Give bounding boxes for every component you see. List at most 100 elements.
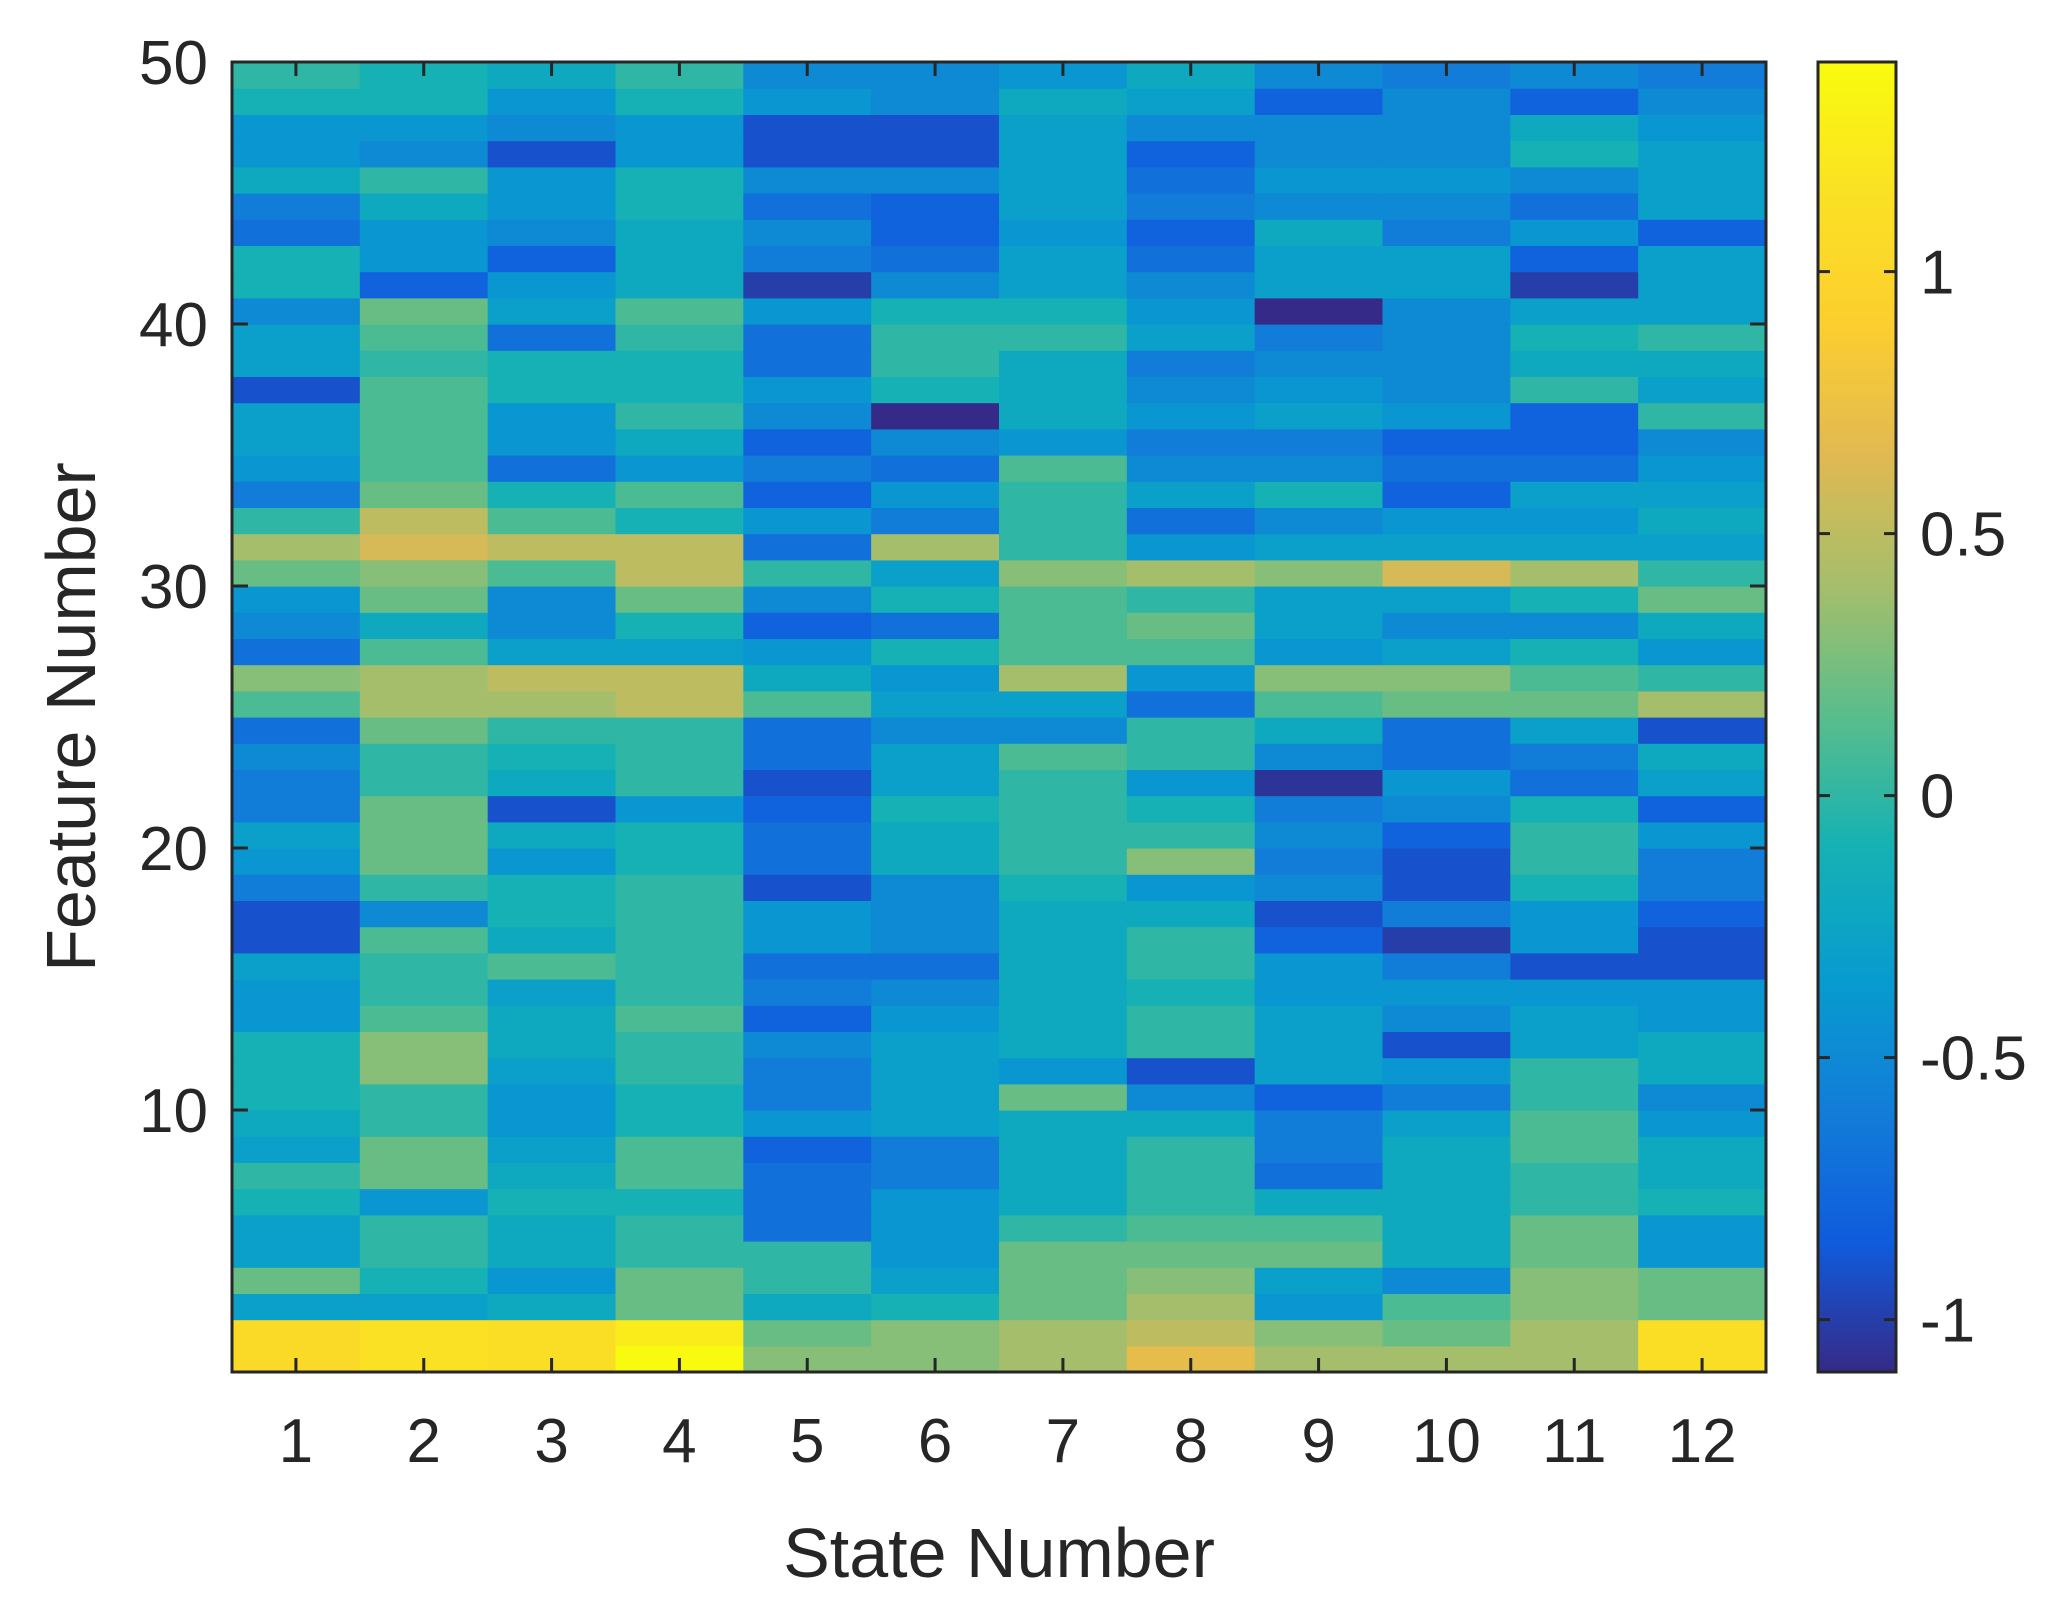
heatmap-cell: [1254, 1031, 1384, 1059]
heatmap-cell: [743, 1319, 872, 1347]
heatmap-cell: [1254, 507, 1384, 535]
heatmap-cell: [232, 717, 361, 744]
heatmap-cell: [487, 1267, 617, 1294]
heatmap-cell: [232, 1319, 361, 1347]
heatmap-cell: [1382, 402, 1511, 430]
heatmap-cell: [232, 193, 361, 220]
heatmap-cell: [999, 743, 1128, 770]
heatmap-cell: [1638, 926, 1767, 954]
heatmap-cell: [999, 559, 1128, 587]
heatmap-cell: [999, 1136, 1128, 1163]
heatmap-cell: [1382, 874, 1511, 901]
heatmap-cell: [487, 926, 617, 954]
heatmap-cell: [1638, 193, 1767, 220]
heatmap-cell: [1254, 1188, 1384, 1216]
heatmap-cell: [1254, 1214, 1384, 1242]
heatmap-cell: [871, 88, 1000, 115]
heatmap-cell: [232, 769, 361, 797]
heatmap-cell: [743, 533, 872, 561]
x-tick-label: 6: [918, 1407, 952, 1476]
heatmap-cell: [743, 769, 872, 797]
heatmap-cell: [1510, 795, 1639, 823]
heatmap-cell: [743, 559, 872, 587]
heatmap-cell: [871, 297, 1000, 325]
heatmap-cell: [1126, 1031, 1256, 1059]
heatmap-cell: [615, 1214, 744, 1242]
heatmap-cell: [871, 1241, 1000, 1268]
heatmap-cell: [743, 612, 872, 639]
heatmap-cell: [359, 795, 489, 823]
heatmap-cell: [871, 874, 1000, 901]
heatmap-cell: [615, 350, 744, 377]
heatmap-cell: [487, 1110, 617, 1137]
heatmap-cell: [359, 1214, 489, 1242]
heatmap-cell: [1126, 481, 1256, 508]
heatmap-cell: [359, 1319, 489, 1347]
heatmap-cell: [232, 743, 361, 770]
heatmap-cell: [1510, 193, 1639, 220]
heatmap-cell: [487, 533, 617, 561]
heatmap-cell: [1126, 926, 1256, 954]
heatmap-cell: [743, 979, 872, 1006]
heatmap-cell: [871, 559, 1000, 587]
heatmap-cell: [487, 874, 617, 901]
heatmap-cell: [999, 114, 1128, 142]
heatmap-cell: [1638, 297, 1767, 325]
heatmap-cell: [1254, 1319, 1384, 1347]
heatmap-cell: [615, 1293, 744, 1321]
heatmap-cell: [1510, 297, 1639, 325]
heatmap-cell: [1254, 402, 1384, 430]
heatmap-cell: [999, 1214, 1128, 1242]
heatmap-cell: [999, 219, 1128, 246]
heatmap-cell: [743, 1241, 872, 1268]
colorbar-tick-label: -1: [1920, 1287, 1975, 1356]
heatmap-cell: [871, 690, 1000, 718]
heatmap-cell: [1510, 376, 1639, 404]
y-tick-label: 50: [139, 29, 208, 98]
heatmap-cell: [743, 952, 872, 980]
heatmap-cell: [1510, 848, 1639, 875]
heatmap-cell: [871, 612, 1000, 639]
heatmap-cell: [359, 1241, 489, 1268]
heatmap-cell: [1638, 769, 1767, 797]
heatmap-cell: [232, 1267, 361, 1294]
heatmap-cell: [1126, 612, 1256, 639]
heatmap-cell: [1382, 1162, 1511, 1190]
heatmap-cell: [999, 324, 1128, 351]
heatmap-cell: [487, 114, 617, 142]
y-tick-label: 10: [139, 1077, 208, 1146]
heatmap-cell: [487, 1241, 617, 1268]
heatmap-cell: [359, 559, 489, 587]
heatmap-cell: [615, 1136, 744, 1163]
heatmap-cell: [743, 1005, 872, 1032]
heatmap-cell: [1382, 533, 1511, 561]
heatmap-cell: [232, 952, 361, 980]
heatmap-cell: [999, 271, 1128, 299]
heatmap-cell: [487, 402, 617, 430]
heatmap-cell: [743, 166, 872, 194]
heatmap-cell: [615, 717, 744, 744]
heatmap-cell: [1126, 821, 1256, 849]
heatmap-cell: [743, 219, 872, 246]
heatmap-cell: [1510, 638, 1639, 666]
heatmap-cell: [487, 848, 617, 875]
x-tick-label: 2: [407, 1407, 441, 1476]
heatmap-cell: [743, 376, 872, 404]
heatmap-cell: [1510, 507, 1639, 535]
heatmap-cell: [1382, 1005, 1511, 1032]
heatmap-cell: [999, 874, 1128, 901]
heatmap-cell: [359, 402, 489, 430]
heatmap-cell: [615, 402, 744, 430]
y-tick-label: 20: [139, 815, 208, 884]
heatmap-cell: [487, 455, 617, 482]
heatmap-cell: [1254, 245, 1384, 273]
colorbar-tick-label: 1: [1920, 239, 1954, 308]
heatmap-cell: [999, 821, 1128, 849]
heatmap-cell: [1638, 402, 1767, 430]
heatmap-cell: [1382, 1241, 1511, 1268]
heatmap-cell: [1126, 1293, 1256, 1321]
heatmap-cell: [743, 690, 872, 718]
heatmap-cell: [615, 769, 744, 797]
heatmap-cell: [1254, 1083, 1384, 1111]
heatmap-cell: [1382, 821, 1511, 849]
